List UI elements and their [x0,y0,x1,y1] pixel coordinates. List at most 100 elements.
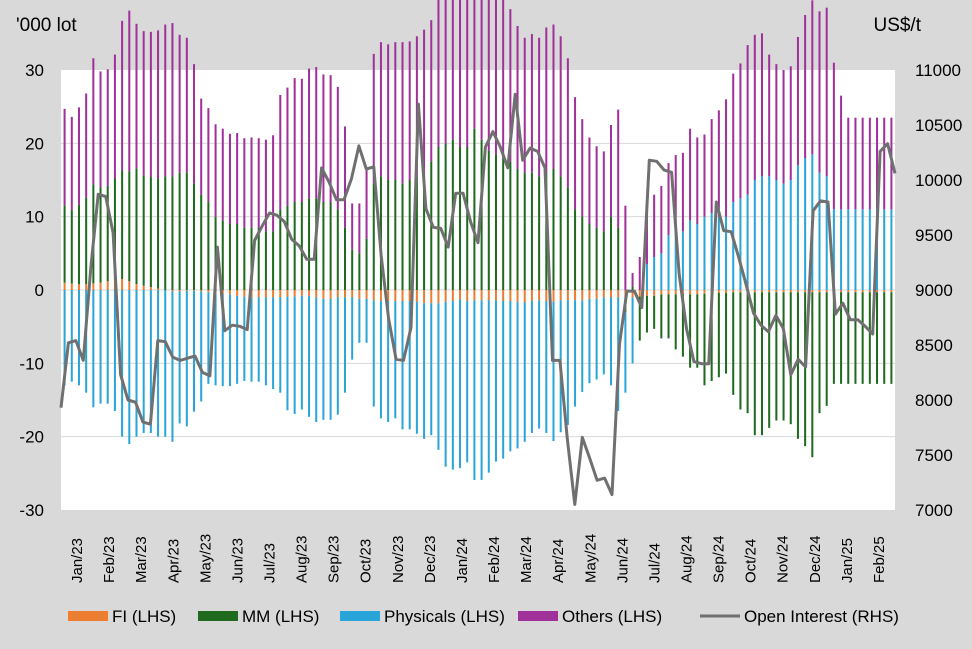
bar [789,290,792,293]
x-tick-label: Jun/23 [229,538,246,583]
bar [128,10,131,172]
bar [552,169,555,290]
bar [63,290,66,386]
bar [796,165,799,290]
bar [459,147,462,290]
bar [638,290,641,297]
bar [293,202,296,290]
bar [459,299,462,469]
bar [480,300,483,480]
bar [423,290,426,304]
bar [653,290,656,296]
bar [351,297,354,360]
bar [667,294,670,339]
bar [286,290,289,297]
bar [164,176,167,290]
bar [415,301,418,434]
bar [272,297,275,389]
bar [372,290,375,301]
bar [423,172,426,290]
bar [566,290,569,301]
bar [178,290,181,292]
bar [624,312,627,393]
bar [538,300,541,429]
bar [142,31,145,176]
legend-label: MM (LHS) [242,607,319,626]
bar [207,108,210,202]
left-axis-title: '000 lot [16,15,77,36]
bar [861,117,864,210]
right-tick-label: 10000 [915,171,962,190]
bar [868,290,871,293]
bar [883,290,886,293]
bar [861,290,864,293]
bar [868,209,871,290]
bar [868,117,871,210]
bar [459,290,462,300]
bar [466,301,469,463]
bar [236,295,239,384]
bar [480,290,483,301]
bar [85,93,88,198]
bar [804,292,807,447]
bar [516,290,519,302]
left-axis-ticks: 30 20 10 0 -10 -20 -30 [19,61,44,520]
bar [552,301,555,442]
bar [811,0,814,155]
bar [437,303,440,450]
bar [135,23,138,169]
bar [387,301,390,422]
bar [272,231,275,290]
bar [336,86,339,210]
bar [876,290,879,293]
bar [185,290,188,291]
bar [775,64,778,180]
bar [487,150,490,290]
bar [530,34,533,173]
bar [473,128,476,290]
bar [818,290,821,293]
line-series [59,92,897,506]
bar [645,264,648,290]
bar [574,97,577,210]
bar [178,172,181,290]
bar [653,257,656,290]
bar [257,290,260,298]
bar [437,147,440,290]
bar [595,298,598,380]
bar [365,238,368,290]
bar [818,172,821,290]
bar [854,209,857,290]
bar [63,282,66,290]
x-tick-label: Feb/24 [486,536,503,583]
bar [308,68,311,199]
x-tick-label: Jan/24 [454,538,471,583]
bar [588,290,591,299]
x-tick-label: Mar/23 [133,536,150,583]
bar [710,119,713,213]
bar [113,54,116,179]
bar [207,292,210,384]
bar [77,204,80,285]
bar [760,292,763,436]
bar [610,297,613,386]
bar [502,0,505,159]
bar [466,147,469,290]
bar [207,290,210,293]
bar [746,194,749,290]
bar [300,290,303,296]
bar [365,298,368,343]
bar [466,290,469,301]
bar [566,58,569,188]
bar [538,176,541,290]
bar [696,294,699,368]
bar [854,290,857,293]
bar [739,63,742,199]
bar [602,290,605,298]
x-tick-label: Jul/24 [646,543,663,583]
bar [602,231,605,290]
bar [149,31,152,178]
bar [121,279,124,290]
bar [394,42,397,181]
bar [415,290,418,302]
